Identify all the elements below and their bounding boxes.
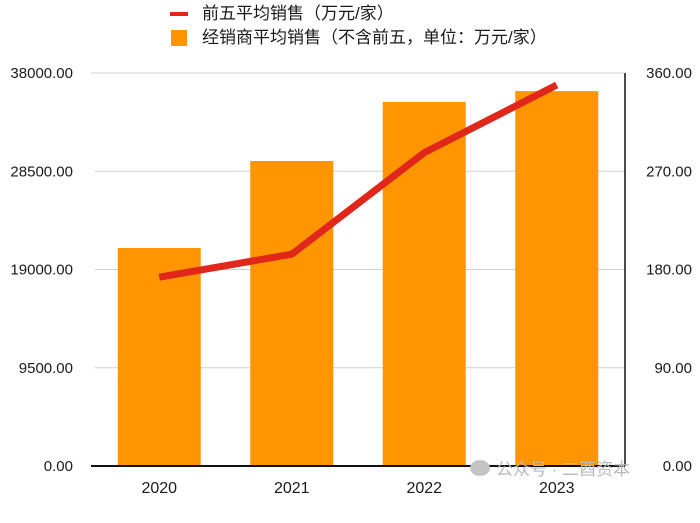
watermark: 公众号 · 二酉资本 [470,455,630,480]
bar-2020 [117,247,201,466]
legend-label: 经销商平均销售（不含前五，单位：万元/家） [202,28,547,47]
legend-label: 前五平均销售（万元/家） [202,4,394,23]
x-axis-tick-label: 2020 [141,480,177,497]
left-axis-tick-label: 38000.00 [10,65,73,82]
left-axis-tick-label: 19000.00 [10,262,73,279]
legend: 前五平均销售（万元/家） 经销商平均销售（不含前五，单位：万元/家） [170,2,547,50]
top5-average-sales-line [158,81,559,281]
left-axis-tick-label: 0.00 [44,458,73,475]
right-axis-tick-label: 360.00 [646,65,692,82]
x-axis-tick-label: 2021 [274,480,310,497]
bar-2021 [250,161,334,466]
legend-item-top5-line: 前五平均销售（万元/家） [170,2,547,26]
right-axis-tick-label: 0.00 [663,458,692,475]
left-axis-tick-label: 28500.00 [10,163,73,180]
bar-2023 [515,91,599,466]
x-axis-tick-label: 2023 [539,480,575,497]
watermark-text: 公众号 · 二酉资本 [496,460,631,479]
bar-swatch-icon [171,30,187,46]
bar-2022 [382,101,466,467]
legend-item-dealer-bar: 经销商平均销售（不含前五，单位：万元/家） [170,26,547,50]
right-axis-tick-label: 90.00 [654,360,692,377]
right-axis-tick-label: 180.00 [646,262,692,279]
line-swatch-icon [170,12,188,16]
right-axis-tick-label: 270.00 [646,163,692,180]
wechat-icon [470,459,490,476]
left-axis-tick-label: 9500.00 [19,360,73,377]
x-axis-tick-label: 2022 [406,480,442,497]
